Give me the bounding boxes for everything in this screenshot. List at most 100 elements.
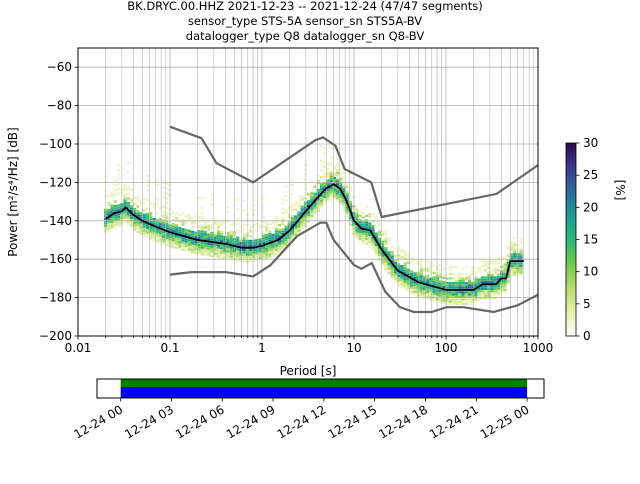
histogram-cell [303, 178, 307, 181]
histogram-cell [345, 213, 349, 216]
histogram-cell [393, 280, 398, 283]
histogram-cell [236, 198, 240, 201]
histogram-cell [371, 243, 375, 246]
histogram-cell [487, 264, 491, 267]
histogram-cell [165, 216, 169, 219]
histogram-cell [323, 198, 327, 201]
histogram-cell [155, 219, 159, 222]
histogram-cell [265, 238, 269, 241]
histogram-cell [281, 207, 285, 210]
histogram-cell [139, 225, 143, 229]
histogram-cell [461, 279, 465, 282]
histogram-cell [361, 232, 365, 235]
histogram-cell [207, 229, 211, 232]
histogram-cell [413, 276, 417, 280]
histogram-cell [319, 194, 324, 197]
histogram-cell [236, 222, 240, 225]
histogram-cell [126, 218, 130, 221]
histogram-cell [467, 284, 472, 287]
histogram-cell [171, 227, 175, 230]
histogram-cell [432, 294, 436, 298]
histogram-cell [480, 276, 485, 279]
histogram-cell [345, 204, 349, 207]
histogram-cell [152, 227, 156, 230]
histogram-cell [171, 211, 175, 214]
histogram-cell [332, 176, 336, 180]
histogram-cell [300, 212, 304, 215]
histogram-cell [116, 173, 121, 176]
histogram-cell [129, 200, 134, 203]
histogram-cell [139, 223, 143, 226]
histogram-cell [364, 240, 369, 243]
histogram-cell [487, 287, 491, 290]
histogram-cell [474, 275, 478, 279]
histogram-cell [107, 229, 111, 232]
histogram-cell [329, 180, 333, 183]
histogram-cell [281, 221, 285, 224]
histogram-cell [364, 233, 369, 236]
histogram-cell [116, 178, 121, 181]
histogram-cell [487, 280, 491, 284]
histogram-cell [303, 163, 307, 166]
histogram-cell [181, 246, 185, 249]
histogram-cell [432, 271, 436, 275]
histogram-cell [213, 250, 217, 253]
histogram-cell [248, 260, 253, 263]
histogram-cell [406, 287, 410, 290]
histogram-cell [374, 232, 378, 235]
histogram-cell [229, 246, 233, 249]
histogram-cell [513, 269, 517, 272]
histogram-cell [339, 177, 343, 180]
histogram-cell [477, 294, 481, 297]
histogram-cell [294, 226, 298, 230]
histogram-cell [207, 242, 211, 246]
histogram-cell [261, 232, 266, 235]
histogram-cell [255, 252, 259, 255]
histogram-cell [142, 202, 146, 205]
histogram-cell [464, 300, 468, 303]
histogram-cell [210, 198, 214, 201]
histogram-cell [252, 253, 256, 256]
histogram-cell [110, 218, 114, 221]
histogram-cell [487, 292, 491, 295]
colorbar-label: [%] [613, 180, 627, 201]
histogram-cell [290, 223, 295, 227]
histogram-cell [255, 250, 259, 253]
histogram-cell [419, 279, 423, 282]
histogram-cell [371, 227, 375, 230]
histogram-cell [342, 190, 346, 193]
histogram-cell [165, 223, 169, 226]
histogram-cell [313, 213, 317, 216]
histogram-cell [493, 294, 497, 297]
histogram-cell [303, 222, 307, 225]
y-tick-label: −120 [39, 175, 72, 189]
histogram-cell [213, 252, 217, 256]
histogram-cell [255, 259, 259, 262]
histogram-cell [191, 244, 195, 247]
histogram-cell [458, 298, 462, 301]
histogram-cell [284, 234, 288, 237]
histogram-cell [236, 259, 240, 262]
histogram-cell [287, 241, 291, 244]
histogram-cell [113, 209, 117, 212]
histogram-cell [464, 291, 468, 294]
histogram-cell [426, 290, 430, 293]
histogram-cell [116, 168, 121, 171]
histogram-cell [162, 196, 166, 199]
histogram-cell [432, 276, 436, 279]
histogram-cell [419, 263, 423, 266]
histogram-cell [493, 262, 497, 265]
histogram-cell [406, 257, 410, 260]
histogram-cell [490, 292, 494, 295]
histogram-cell [216, 244, 220, 247]
histogram-cell [364, 223, 369, 227]
histogram-cell [303, 173, 307, 176]
histogram-cell [226, 236, 230, 239]
histogram-cell [261, 246, 266, 249]
histogram-cell [220, 221, 224, 224]
histogram-cell [165, 192, 169, 195]
histogram-cell [136, 198, 140, 201]
histogram-cell [381, 261, 385, 264]
histogram-cell [329, 173, 333, 176]
histogram-cell [277, 251, 282, 254]
